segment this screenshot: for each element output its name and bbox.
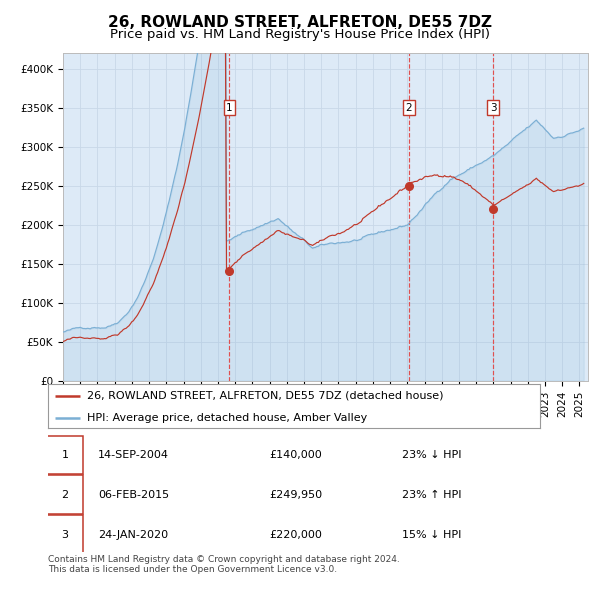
Text: Price paid vs. HM Land Registry's House Price Index (HPI): Price paid vs. HM Land Registry's House … xyxy=(110,28,490,41)
Text: 24-JAN-2020: 24-JAN-2020 xyxy=(98,530,168,540)
Text: £249,950: £249,950 xyxy=(270,490,323,500)
Text: HPI: Average price, detached house, Amber Valley: HPI: Average price, detached house, Ambe… xyxy=(88,413,368,423)
Text: £140,000: £140,000 xyxy=(270,450,323,460)
Text: 2: 2 xyxy=(61,490,68,500)
Text: 06-FEB-2015: 06-FEB-2015 xyxy=(98,490,169,500)
Text: 3: 3 xyxy=(61,530,68,540)
Text: Contains HM Land Registry data © Crown copyright and database right 2024.
This d: Contains HM Land Registry data © Crown c… xyxy=(48,555,400,574)
Text: 26, ROWLAND STREET, ALFRETON, DE55 7DZ: 26, ROWLAND STREET, ALFRETON, DE55 7DZ xyxy=(108,15,492,30)
FancyBboxPatch shape xyxy=(47,516,83,554)
Text: 15% ↓ HPI: 15% ↓ HPI xyxy=(402,530,461,540)
Text: 1: 1 xyxy=(61,450,68,460)
Text: 2: 2 xyxy=(406,103,412,113)
Text: 23% ↑ HPI: 23% ↑ HPI xyxy=(402,490,461,500)
Text: 23% ↓ HPI: 23% ↓ HPI xyxy=(402,450,461,460)
FancyBboxPatch shape xyxy=(47,476,83,514)
Text: 3: 3 xyxy=(490,103,497,113)
Text: 26, ROWLAND STREET, ALFRETON, DE55 7DZ (detached house): 26, ROWLAND STREET, ALFRETON, DE55 7DZ (… xyxy=(88,391,444,401)
Text: 1: 1 xyxy=(226,103,233,113)
Text: 14-SEP-2004: 14-SEP-2004 xyxy=(98,450,169,460)
FancyBboxPatch shape xyxy=(47,435,83,474)
Text: £220,000: £220,000 xyxy=(270,530,323,540)
